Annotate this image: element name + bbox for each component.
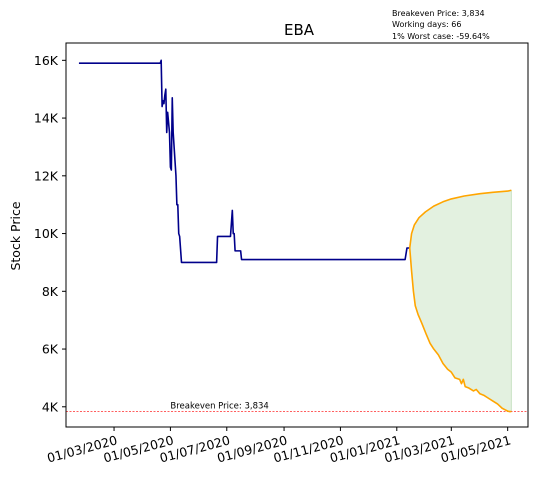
y-axis-label: Stock Price bbox=[8, 201, 23, 270]
y-tick-label: 6K bbox=[42, 342, 59, 357]
plot-area-frame bbox=[65, 42, 529, 428]
y-tick-label: 16K bbox=[34, 53, 59, 68]
projection-band-fill bbox=[409, 190, 512, 412]
stat-line-working-days: Working days: 66 bbox=[392, 20, 461, 29]
series-line-historical bbox=[78, 59, 410, 264]
stat-line-worst-case: 1% Worst case: -59.64% bbox=[392, 32, 490, 41]
stats-box: Breakeven Price: 3,834 Working days: 66 … bbox=[392, 9, 490, 41]
y-tick-label: 4K bbox=[42, 399, 59, 414]
y-tick-label: 8K bbox=[42, 284, 59, 299]
series-line-lower bbox=[408, 247, 512, 413]
y-tick-label: 12K bbox=[34, 168, 59, 183]
y-tick-label: 10K bbox=[34, 226, 59, 241]
chart-title: EBA bbox=[284, 21, 315, 39]
y-tick-label: 14K bbox=[34, 111, 59, 126]
series-line-upper bbox=[408, 189, 512, 249]
breakeven-label: Breakeven Price: 3,834 bbox=[170, 402, 268, 412]
stat-line-breakeven: Breakeven Price: 3,834 bbox=[392, 9, 485, 18]
